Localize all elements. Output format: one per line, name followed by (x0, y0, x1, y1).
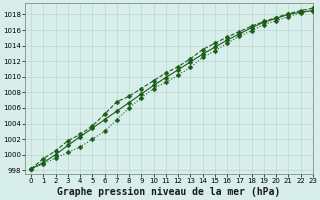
X-axis label: Graphe pression niveau de la mer (hPa): Graphe pression niveau de la mer (hPa) (57, 187, 281, 197)
